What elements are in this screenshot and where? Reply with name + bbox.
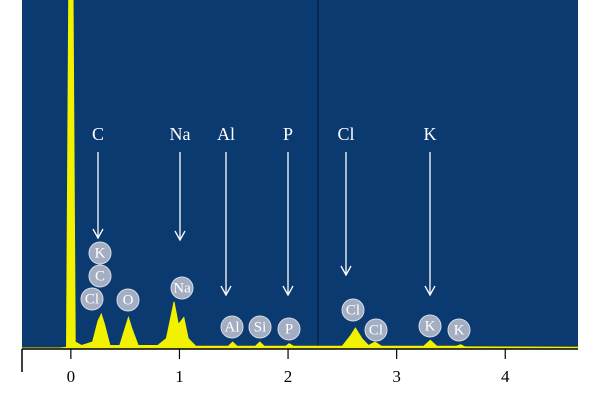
peak-label: C bbox=[95, 268, 105, 284]
peak-badge bbox=[170, 276, 194, 300]
arrow-head bbox=[340, 265, 352, 277]
peak-badge bbox=[341, 298, 365, 322]
peak-label: Cl bbox=[346, 302, 360, 318]
peak-label: K bbox=[454, 322, 465, 338]
peak-label: Si bbox=[254, 319, 267, 335]
element-label: Na bbox=[170, 124, 191, 144]
peak-badge bbox=[220, 315, 244, 339]
peak-badge bbox=[80, 287, 104, 311]
x-tick-label: 4 bbox=[501, 367, 510, 386]
spectrum bbox=[21, 0, 579, 350]
peak-badge bbox=[277, 317, 301, 341]
element-label: Cl bbox=[337, 124, 354, 144]
peak-badge bbox=[364, 318, 388, 342]
arrow-head bbox=[424, 285, 436, 297]
element-label: Al bbox=[217, 124, 235, 144]
peak-label: P bbox=[285, 321, 293, 337]
peak-badge bbox=[248, 315, 272, 339]
peak-badge bbox=[116, 288, 140, 312]
element-label: P bbox=[283, 124, 293, 144]
arrow-head bbox=[92, 228, 104, 240]
plot-area bbox=[22, 0, 578, 349]
peak-label: Na bbox=[173, 280, 191, 296]
peak-badge bbox=[88, 264, 112, 288]
element-label: K bbox=[424, 124, 437, 144]
element-label: C bbox=[92, 124, 104, 144]
peak-label: K bbox=[425, 318, 436, 334]
peak-label: Al bbox=[225, 319, 240, 335]
x-tick-label: 3 bbox=[392, 367, 401, 386]
peak-badge bbox=[447, 318, 471, 342]
peak-label: Cl bbox=[85, 291, 99, 307]
peak-label: K bbox=[95, 245, 106, 261]
peak-badge bbox=[418, 314, 442, 338]
arrow-head bbox=[174, 230, 186, 242]
x-tick-label: 1 bbox=[175, 367, 184, 386]
peak-label: O bbox=[123, 292, 134, 308]
x-tick-label: 0 bbox=[67, 367, 76, 386]
arrow-head bbox=[282, 285, 294, 297]
peak-badge bbox=[88, 241, 112, 265]
arrow-head bbox=[220, 285, 232, 297]
x-tick-label: 2 bbox=[284, 367, 293, 386]
peak-label: Cl bbox=[369, 322, 383, 338]
